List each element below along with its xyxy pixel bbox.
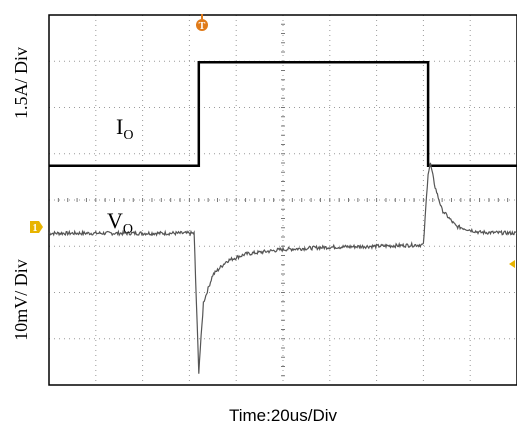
trigger-marker-dot xyxy=(196,19,208,31)
y-axis-label-current: 1.5A/ Div xyxy=(11,47,31,119)
channel-1-marker-glyph: 1 xyxy=(33,223,38,234)
x-axis-label: Time:20us/Div xyxy=(229,406,338,425)
trace-io xyxy=(49,61,517,168)
channel-1-marker: 1 xyxy=(30,221,43,234)
y-axis-label-voltage: 10mV/ Div xyxy=(11,259,31,341)
plot-frame xyxy=(48,14,517,386)
trigger-marker-glyph: T xyxy=(199,21,206,32)
trigger-marker: T xyxy=(196,14,208,32)
reference-arrow-icon xyxy=(509,260,515,268)
traces xyxy=(48,61,517,374)
series-label-io: IO xyxy=(116,114,133,143)
series-label-vo: VO xyxy=(107,208,133,237)
trace-vo xyxy=(48,162,517,374)
channel-1-marker-shape xyxy=(30,221,43,233)
